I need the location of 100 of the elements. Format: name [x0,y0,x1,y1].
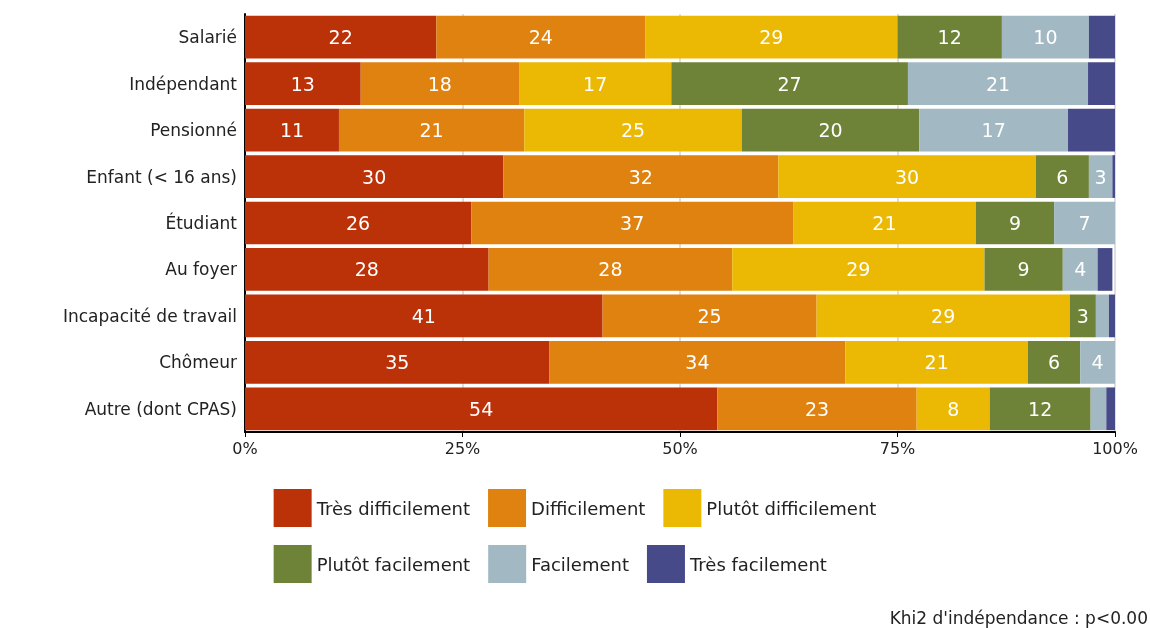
y-tick-label: Enfant (< 16 ans) [86,166,237,187]
data-label: 21 [924,351,949,374]
data-label: 29 [931,304,956,327]
bar [1088,155,1113,198]
data-label: 12 [1028,397,1053,420]
data-label: 13 [290,72,315,95]
data-label: 11 [279,119,305,142]
legend-label: Plutôt facilement [316,553,471,575]
data-label: 9 [1017,258,1030,281]
bar [1080,340,1115,384]
data-label: 22 [328,26,353,49]
bar [1108,294,1115,338]
data-label: 26 [346,212,371,234]
data-label: 41 [411,304,436,327]
data-label: 3 [1076,304,1089,327]
bar [671,62,908,106]
bar [816,294,1070,338]
bar [1112,155,1115,198]
bar [471,201,794,245]
bar [488,248,733,291]
x-tick-label: 25% [444,438,481,458]
x-tick-label: 0% [232,438,258,458]
bar [245,340,550,384]
data-label: 8 [947,397,960,420]
data-label: 35 [385,351,410,374]
data-label: 29 [759,26,784,49]
bar [519,62,672,106]
y-tick-label: Autre (dont CPAS) [84,398,237,419]
text: Khi2 d'indépendance : p<0.00 [889,607,1148,628]
legend-label: Très difficilement [315,497,471,519]
data-label: 9 [1008,212,1021,234]
bar [360,62,520,106]
bar [907,62,1089,106]
data-label: 3 [1094,165,1107,188]
data-label: 12 [937,26,962,49]
data-label: 20 [818,119,843,142]
bar [549,340,846,384]
legend-label: Plutôt difficilement [706,497,877,519]
x-tick-label: 75% [879,438,916,458]
data-label: 54 [469,397,494,420]
data-label: 10 [1033,26,1058,49]
bar [245,108,339,152]
y-tick-label: Au foyer [165,259,238,280]
bar [1068,108,1115,152]
bar [793,201,976,245]
data-label: 17 [981,119,1006,142]
data-label: 30 [362,165,387,188]
data-label: 21 [985,72,1011,95]
y-tick-label: Pensionné [150,120,237,141]
bar [524,108,742,152]
y-tick-label: Incapacité de travail [62,305,237,326]
data-label: 4 [1074,258,1087,281]
legend-label: Facilement [531,553,629,575]
bar [602,294,817,338]
x-tick-label: 50% [662,438,698,458]
bar [1054,201,1115,245]
bar [1088,62,1115,106]
data-label: 6 [1056,165,1069,188]
data-label: 21 [419,119,444,142]
data-label: 21 [872,212,897,234]
bar [732,248,985,291]
data-label: 28 [598,258,623,281]
bar [741,108,920,152]
data-label: 24 [528,26,553,49]
data-label: 4 [1091,351,1104,374]
bar [338,108,525,152]
bar [717,387,917,431]
bar [645,15,898,59]
bar [245,201,472,245]
data-label: 17 [583,72,608,95]
data-label: 18 [427,72,452,95]
y-tick-label: Salarié [178,27,237,48]
data-label: 30 [894,165,920,188]
data-label: 7 [1078,212,1091,234]
data-label: 25 [620,119,646,142]
bar [1090,387,1107,431]
bar [778,155,1036,198]
data-label: 29 [846,258,871,281]
bar [245,62,361,106]
bar [245,248,489,291]
bar [245,15,437,59]
bar [1001,15,1089,59]
bar [1069,294,1096,338]
bar [1028,340,1081,384]
y-tick-label: Chômeur [159,352,238,373]
bar [1035,155,1089,198]
bar [503,155,779,198]
bar [1088,15,1115,59]
y-tick-label: Indépendant [129,73,238,94]
bar [1097,248,1113,291]
bar [245,155,504,198]
bar [1062,248,1098,291]
bar [845,340,1028,384]
bar [245,387,718,431]
bar [1106,387,1115,431]
bar [916,387,990,431]
data-label: 27 [777,72,802,95]
data-label: 28 [354,258,379,281]
bar [975,201,1055,245]
bar [1095,294,1109,338]
